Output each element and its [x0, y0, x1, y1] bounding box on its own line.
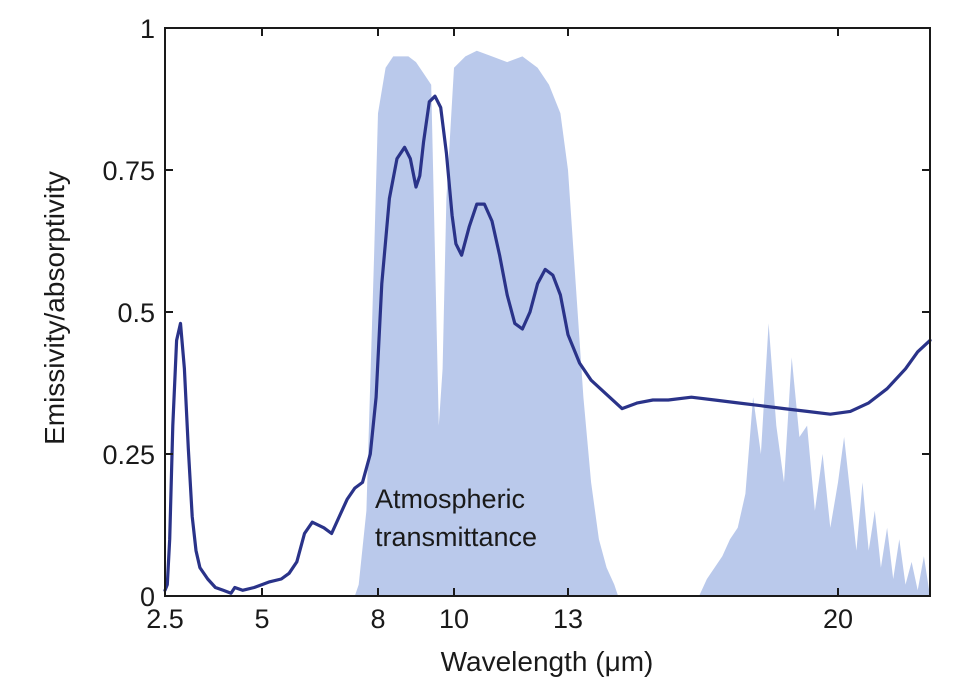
y-tick-label: 0.5 — [117, 298, 155, 328]
y-tick-label: 0 — [140, 582, 155, 612]
atmospheric-transmittance-annotation: Atmospheric transmittance — [375, 484, 537, 552]
x-tick-label: 8 — [370, 604, 385, 634]
y-tick-label: 0.25 — [102, 440, 155, 470]
y-axis-ticks: 0 0.25 0.5 0.75 1 — [102, 14, 930, 612]
x-tick-label: 10 — [439, 604, 469, 634]
transmittance-area-1 — [354, 50, 619, 596]
x-axis-title: Wavelength (μm) — [441, 646, 654, 677]
transmittance-area-2 — [699, 323, 930, 596]
atmospheric-transmittance-areas — [354, 50, 930, 596]
y-tick-label: 0.75 — [102, 156, 155, 186]
emissivity-line — [163, 94, 932, 595]
x-axis-ticks: 2.5 5 8 10 13 20 — [146, 28, 853, 634]
annotation-line-2: transmittance — [375, 522, 537, 552]
x-tick-label: 20 — [823, 604, 853, 634]
x-tick-label: 5 — [254, 604, 269, 634]
x-tick-label: 13 — [553, 604, 583, 634]
annotation-line-1: Atmospheric — [375, 484, 525, 514]
y-tick-label: 1 — [140, 14, 155, 44]
x-tick-label: 2.5 — [146, 604, 184, 634]
y-axis-title: Emissivity/absorptivity — [39, 171, 70, 445]
emissivity-curve-layer — [163, 94, 932, 595]
